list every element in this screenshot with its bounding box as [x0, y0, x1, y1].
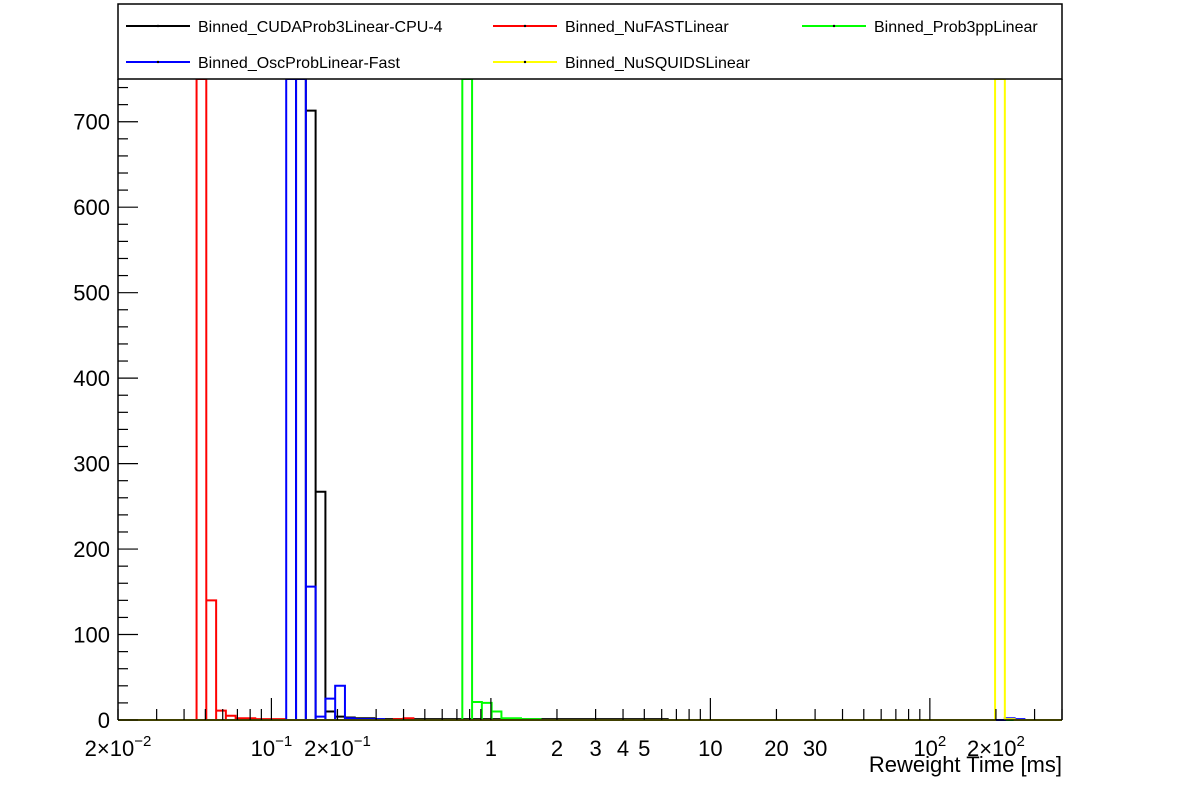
bin-2-0: [462, 79, 472, 720]
bin-1-1: [206, 600, 216, 720]
x-tick-label: 30: [803, 736, 827, 761]
ticks-layer: 0 100 200 300 400 500 600 700 2×10−2 10−1 2×10−1 1 2…: [73, 86, 1063, 761]
bin-3-0: [286, 79, 296, 720]
y-tick-label: 0: [98, 708, 110, 733]
x-tick-label: 3: [589, 736, 601, 761]
bin-2-3: [492, 711, 502, 720]
bin-3-1: [296, 79, 306, 720]
y-tick-label: 600: [73, 195, 110, 220]
x-tick-label: 2×102: [967, 733, 1025, 761]
x-tick-label: 10: [698, 736, 722, 761]
x-tick-label: 20: [764, 736, 788, 761]
y-tick-label: 100: [73, 623, 110, 648]
x-tick-label: 2×10−1: [304, 733, 371, 761]
y-tick-label: 300: [73, 452, 110, 477]
legend-label: Binned_NuFASTLinear: [565, 19, 729, 36]
legend-label: Binned_CUDAProb3Linear-CPU-4: [198, 19, 443, 36]
legend-marker: [523, 24, 527, 28]
x-tick-label: 2: [551, 736, 563, 761]
x-axis-title: Reweight Time [ms]: [869, 752, 1062, 777]
x-tick-label: 5: [638, 736, 650, 761]
bin-3-4: [325, 699, 335, 720]
bin-3-2: [306, 587, 316, 720]
legend-label: Binned_Prob3ppLinear: [874, 19, 1038, 36]
y-tick-label: 700: [73, 110, 110, 135]
bin-1-2: [216, 711, 226, 720]
legend-box: [117, 3, 1063, 80]
legend-label: Binned_OscProbLinear-Fast: [198, 55, 400, 72]
legend: Binned_CUDAProb3Linear-CPU-4 Binned_NuFAS…: [117, 3, 1063, 80]
axes-layer: [117, 79, 1063, 721]
x-tick-label: 10−1: [251, 733, 293, 761]
x-tick-label: 1: [485, 736, 497, 761]
legend-marker: [156, 60, 160, 64]
bin-1-0: [197, 79, 207, 720]
bin-3-5: [335, 686, 345, 720]
y-tick-label: 400: [73, 366, 110, 391]
legend-marker: [156, 24, 160, 28]
x-tick-label: 2×10−2: [85, 733, 152, 761]
x-tick-label: 102: [913, 733, 946, 761]
bin-2-2: [482, 703, 492, 720]
y-tick-label: 500: [73, 281, 110, 306]
legend-marker: [523, 60, 527, 64]
bin-0-2: [316, 492, 326, 720]
bin-4-0: [995, 79, 1005, 720]
legend-label: Binned_NuSQUIDSLinear: [565, 55, 751, 72]
legend-marker: [832, 24, 836, 28]
y-tick-label: 200: [73, 537, 110, 562]
x-tick-label: 4: [617, 736, 629, 761]
